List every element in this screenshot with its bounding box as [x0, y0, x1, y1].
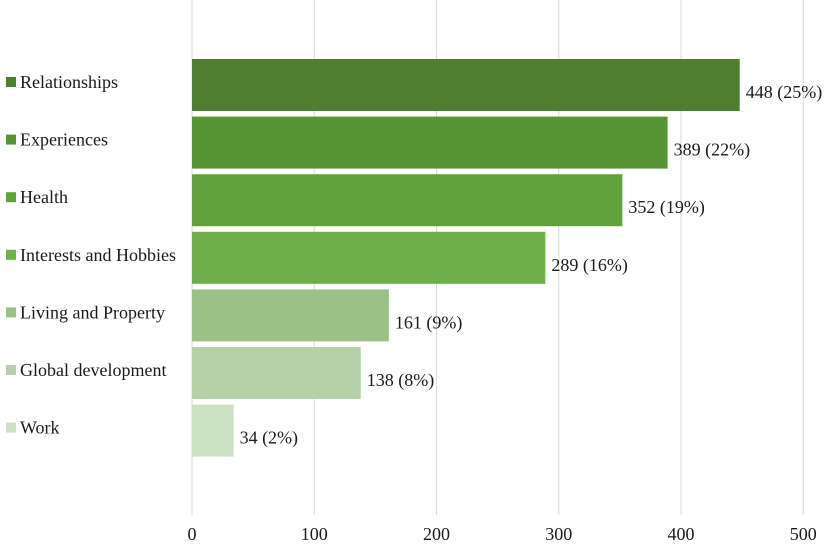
legend-swatch: [6, 249, 16, 260]
data-labels: 448 (25%) 389 (22%) 352 (19%) 289 (16%) 161 …: [240, 82, 823, 449]
x-tick-label: 500: [790, 524, 817, 544]
legend-swatch: [6, 192, 16, 203]
category-label: Experiences: [20, 130, 108, 150]
data-label: 352 (19%): [628, 197, 704, 218]
bar: [192, 59, 740, 111]
data-label: 289 (16%): [551, 255, 627, 276]
x-tick-label: 400: [668, 524, 695, 544]
legend-swatch: [6, 422, 16, 433]
legend-swatch: [6, 365, 16, 375]
category-label: Relationships: [20, 72, 118, 92]
bar: [192, 289, 389, 342]
category-label: Health: [20, 187, 68, 207]
bar: [192, 231, 546, 284]
data-label: 161 (9%): [395, 312, 462, 333]
x-tick-label: 200: [423, 524, 450, 544]
legend-swatch: [6, 134, 16, 145]
legend-swatch: [6, 307, 16, 318]
category-label: Work: [20, 418, 60, 438]
data-label: 448 (25%): [746, 82, 822, 103]
data-label: 138 (8%): [367, 370, 434, 391]
x-tick-label: 0: [188, 524, 197, 544]
category-legend: Relationships Experiences Health Interests …: [6, 72, 176, 438]
x-tick-label: 300: [545, 524, 572, 544]
category-label: Living and Property: [20, 302, 165, 322]
bar: [192, 174, 623, 227]
bar: [192, 404, 234, 457]
bars: [192, 59, 740, 457]
bar: [192, 116, 668, 169]
category-label: Global development: [20, 360, 166, 380]
data-label: 389 (22%): [674, 140, 750, 161]
legend-swatch: [6, 77, 16, 87]
x-tick-label: 100: [301, 524, 328, 544]
data-label: 34 (2%): [240, 428, 298, 449]
x-axis-tick-labels: 0 100 200 300 400 500: [188, 524, 817, 544]
category-label: Interests and Hobbies: [20, 245, 176, 265]
bar: [192, 347, 361, 399]
